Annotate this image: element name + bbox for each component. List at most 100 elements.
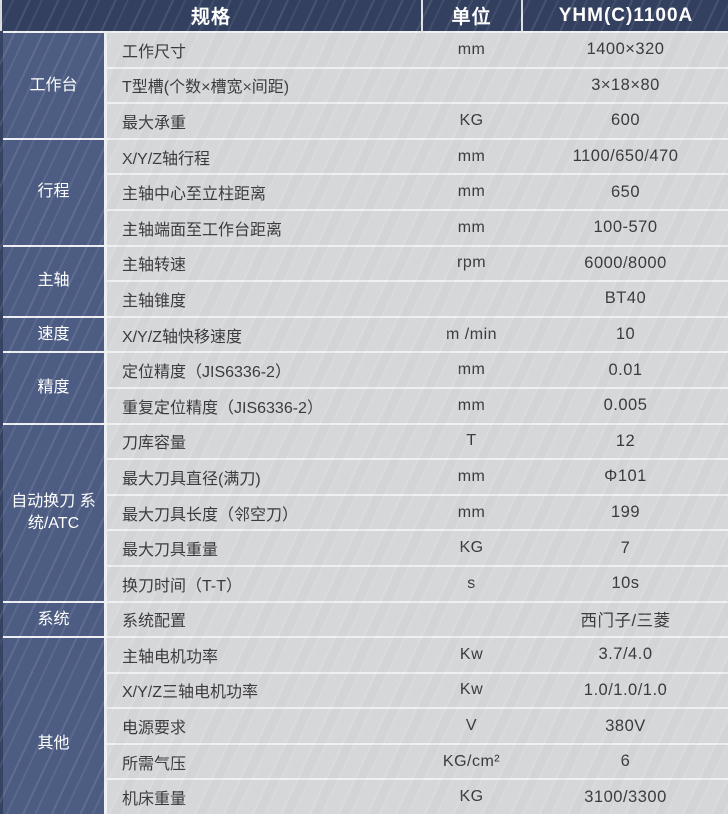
value-cell: 西门子/三菱 [521,600,728,638]
value-cell: 12 [521,422,728,460]
table-row: 速度 X/Y/Z轴快移速度 m /min 10 [0,315,728,353]
value-cell: 600 [521,102,728,139]
spec-name-cell: 所需气压 [105,742,422,780]
table-row: 电源要求 V 380V [2,707,728,744]
value-cell: 7 [521,529,728,566]
value-cell: 3.7/4.0 [521,636,728,673]
spec-name-cell: 电源要求 [105,707,422,744]
table-row: 机床重量 KG 3100/3300 [2,778,728,814]
table-row: 自动换刀 系统/ATC 刀库容量 T 12 [0,422,728,602]
spec-name-cell: 主轴锥度 [105,280,422,317]
unit-cell: mm [421,173,522,210]
unit-cell: mm [421,493,522,531]
table-row: 其他 主轴电机功率 Kw 3.7/4.0 [0,636,728,814]
spec-name-cell: X/Y/Z三轴电机功率 [105,671,422,709]
spec-name-cell: 最大刀具重量 [105,529,422,566]
unit-cell: mm [421,386,522,424]
value-cell: 199 [521,493,728,531]
spec-name-cell: 重复定位精度（JIS6336-2） [105,386,422,424]
value-cell: 10 [521,315,728,353]
value-cell: 1.0/1.0/1.0 [521,671,728,709]
spec-name-cell: 机床重量 [105,778,422,814]
spec-name-cell: 换刀时间（T-T） [105,564,422,602]
spec-name-cell: 工作尺寸 [105,31,422,68]
table-row: X/Y/Z三轴电机功率 Kw 1.0/1.0/1.0 [2,671,728,709]
category-system: 系统 [0,600,107,638]
unit-cell: V [421,707,522,744]
unit-cell: mm [421,351,522,388]
category-travel: 行程 [0,137,107,246]
table-row: 最大刀具直径(满刀) mm Φ101 [2,458,728,495]
unit-cell: mm [421,137,522,175]
spec-name-cell: 最大刀具直径(满刀) [105,458,422,495]
category-atc: 自动换刀 系统/ATC [0,422,107,602]
spec-name-cell: 最大刀具长度（邻空刀） [105,493,422,531]
value-cell: 3100/3300 [521,778,728,814]
table-row: 主轴 主轴转速 rpm 6000/8000 [0,244,728,317]
spec-name-cell: 定位精度（JIS6336-2） [105,351,422,388]
spec-name-cell: T型槽(个数×槽宽×间距) [105,66,422,104]
unit-cell: mm [421,458,522,495]
header-unit: 单位 [420,0,522,32]
header-row: 规格 单位 YHM(C)1100A [1,0,728,32]
table-row: 所需气压 KG/cm² 6 [2,742,728,780]
value-cell: 10s [521,564,728,602]
value-cell: 3×18×80 [521,66,728,104]
table-row: 主轴锥度 BT40 [2,280,728,317]
unit-cell [421,600,522,638]
spec-name-cell: 最大承重 [105,102,422,139]
unit-cell: mm [421,208,522,246]
unit-cell: KG [421,102,522,139]
value-cell: 380V [521,707,728,744]
unit-cell: Kw [421,636,522,673]
category-other: 其他 [0,636,107,814]
table-row: T型槽(个数×槽宽×间距) 3×18×80 [2,66,728,104]
spec-name-cell: X/Y/Z轴行程 [105,137,422,175]
unit-cell: mm [421,31,522,68]
value-cell: 650 [521,173,728,210]
unit-cell: s [421,564,522,602]
category-worktable: 工作台 [0,31,107,139]
value-cell: 1100/650/470 [521,137,728,175]
category-accuracy: 精度 [0,351,107,424]
value-cell: 1400×320 [521,31,728,68]
unit-cell: KG [421,529,522,566]
unit-cell: KG/cm² [421,742,522,780]
unit-cell: Kw [421,671,522,709]
table-row: 换刀时间（T-T） s 10s [2,564,728,602]
category-speed: 速度 [0,315,107,353]
spec-name-cell: 刀库容量 [105,422,422,460]
table-row: 重复定位精度（JIS6336-2） mm 0.005 [2,386,728,424]
spec-name-cell: 主轴端面至工作台距离 [105,208,422,246]
value-cell: Φ101 [521,458,728,495]
unit-cell: m /min [421,315,522,353]
category-spindle: 主轴 [0,244,107,317]
table-row: 精度 定位精度（JIS6336-2） mm 0.01 [0,351,728,424]
header-model: YHM(C)1100A [520,0,728,32]
table-row: 工作台 工作尺寸 mm 1400×320 [0,31,728,139]
table-row: 最大刀具长度（邻空刀） mm 199 [2,493,728,531]
table-row: 系统 系统配置 西门子/三菱 [0,600,728,638]
header-spec: 规格 [1,0,422,32]
value-cell: 6000/8000 [521,244,728,282]
unit-cell: T [421,422,522,460]
spec-name-cell: 系统配置 [105,600,422,638]
unit-cell [421,280,522,317]
spec-name-cell: 主轴电机功率 [105,636,422,673]
unit-cell: KG [421,778,522,814]
table-row: 主轴中心至立柱距离 mm 650 [2,173,728,210]
spec-name-cell: X/Y/Z轴快移速度 [105,315,422,353]
unit-cell [421,66,522,104]
table-row: 最大刀具重量 KG 7 [2,529,728,566]
value-cell: 100-570 [521,208,728,246]
value-cell: 0.005 [521,386,728,424]
unit-cell: rpm [421,244,522,282]
value-cell: 0.01 [521,351,728,388]
spec-name-cell: 主轴转速 [105,244,422,282]
value-cell: 6 [521,742,728,780]
spec-name-cell: 主轴中心至立柱距离 [105,173,422,210]
table-row: 行程 X/Y/Z轴行程 mm 1100/650/470 [0,137,728,246]
table-row: 主轴端面至工作台距离 mm 100-570 [2,208,728,246]
table-row: 最大承重 KG 600 [2,102,728,139]
